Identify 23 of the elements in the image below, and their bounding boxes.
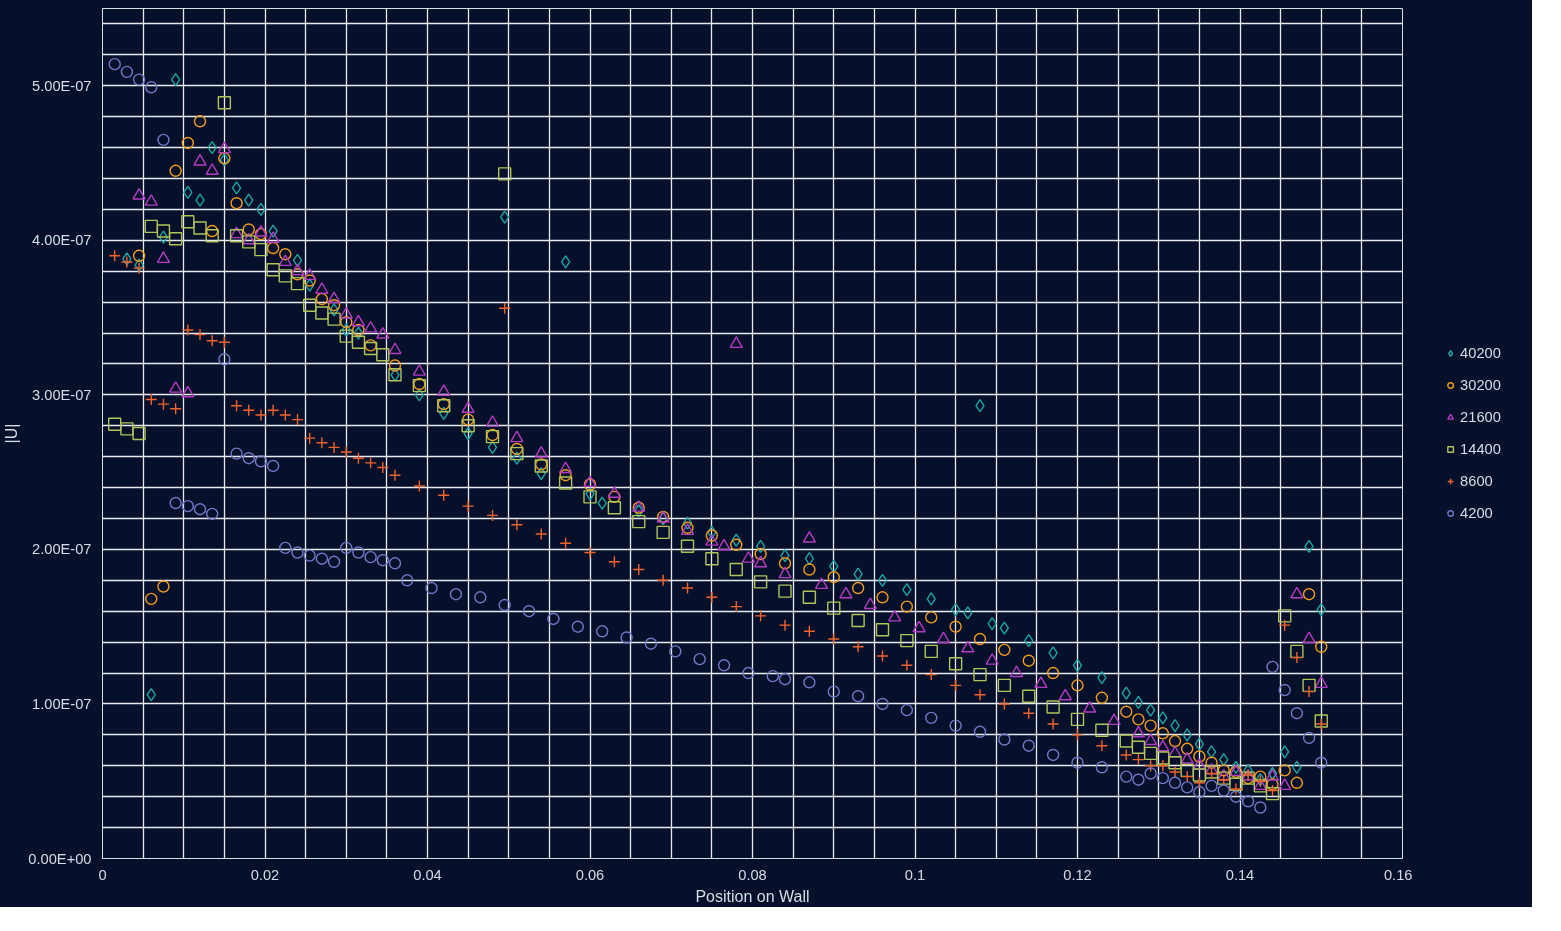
legend-label: 4200 [1460,505,1493,521]
legend-label: 21600 [1460,409,1501,425]
x-tick-label: 0.08 [738,866,767,883]
legend-label: 14400 [1460,441,1501,457]
x-tick-label: 0.16 [1383,866,1413,883]
x-tick-label: 0.14 [1225,866,1255,883]
x-axis-title: Position on Wall [695,887,810,905]
y-tick-label: 5.00E-07 [32,77,92,94]
y-tick-label: 3.00E-07 [32,386,92,403]
x-tick-label: 0.02 [250,866,280,883]
x-tick-label: 0 [98,866,107,883]
legend-label: 8600 [1460,473,1493,489]
x-tick-label: 0.1 [904,866,926,883]
legend-label: 40200 [1460,345,1501,361]
y-axis-title: |U| [3,423,21,444]
y-tick-label: 0.00E+00 [28,850,92,867]
x-tick-label: 0.12 [1063,866,1092,883]
x-tick-label: 0.04 [413,866,442,883]
y-tick-label: 4.00E-07 [32,232,92,249]
x-tick-label: 0.06 [575,866,605,883]
y-tick-label: 2.00E-07 [32,541,92,558]
legend-label: 30200 [1460,377,1501,393]
y-tick-label: 1.00E-07 [32,695,92,712]
